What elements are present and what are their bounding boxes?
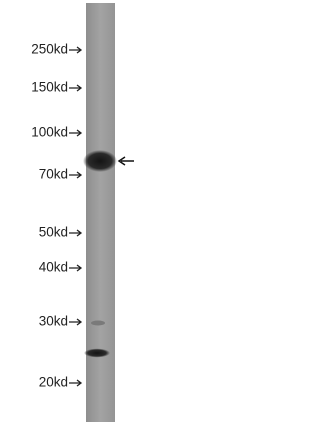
marker-label: 70kd xyxy=(39,167,68,182)
target-arrow xyxy=(117,156,134,166)
band-main xyxy=(83,150,117,172)
band-faint xyxy=(91,320,105,326)
marker-label: 250kd xyxy=(31,42,68,57)
marker-label: 50kd xyxy=(39,225,68,240)
marker-label: 30kd xyxy=(39,314,68,329)
marker-arrow xyxy=(69,229,83,237)
lane xyxy=(86,3,115,422)
western-blot: WWW.PTGLAB.COM 250kd 150kd 100kd 70kd 50kd 40… xyxy=(28,3,134,422)
marker-arrow xyxy=(69,318,83,326)
marker-label: 20kd xyxy=(39,375,68,390)
marker-label: 40kd xyxy=(39,260,68,275)
watermark: WWW.PTGLAB.COM xyxy=(28,113,58,395)
marker-arrow xyxy=(69,46,83,54)
marker-arrow xyxy=(69,171,83,179)
marker-label: 150kd xyxy=(31,80,68,95)
marker-label: 100kd xyxy=(31,125,68,140)
marker-arrow xyxy=(69,84,83,92)
marker-arrow xyxy=(69,264,83,272)
marker-arrow xyxy=(69,129,83,137)
marker-arrow xyxy=(69,379,83,387)
band-low xyxy=(84,348,110,358)
